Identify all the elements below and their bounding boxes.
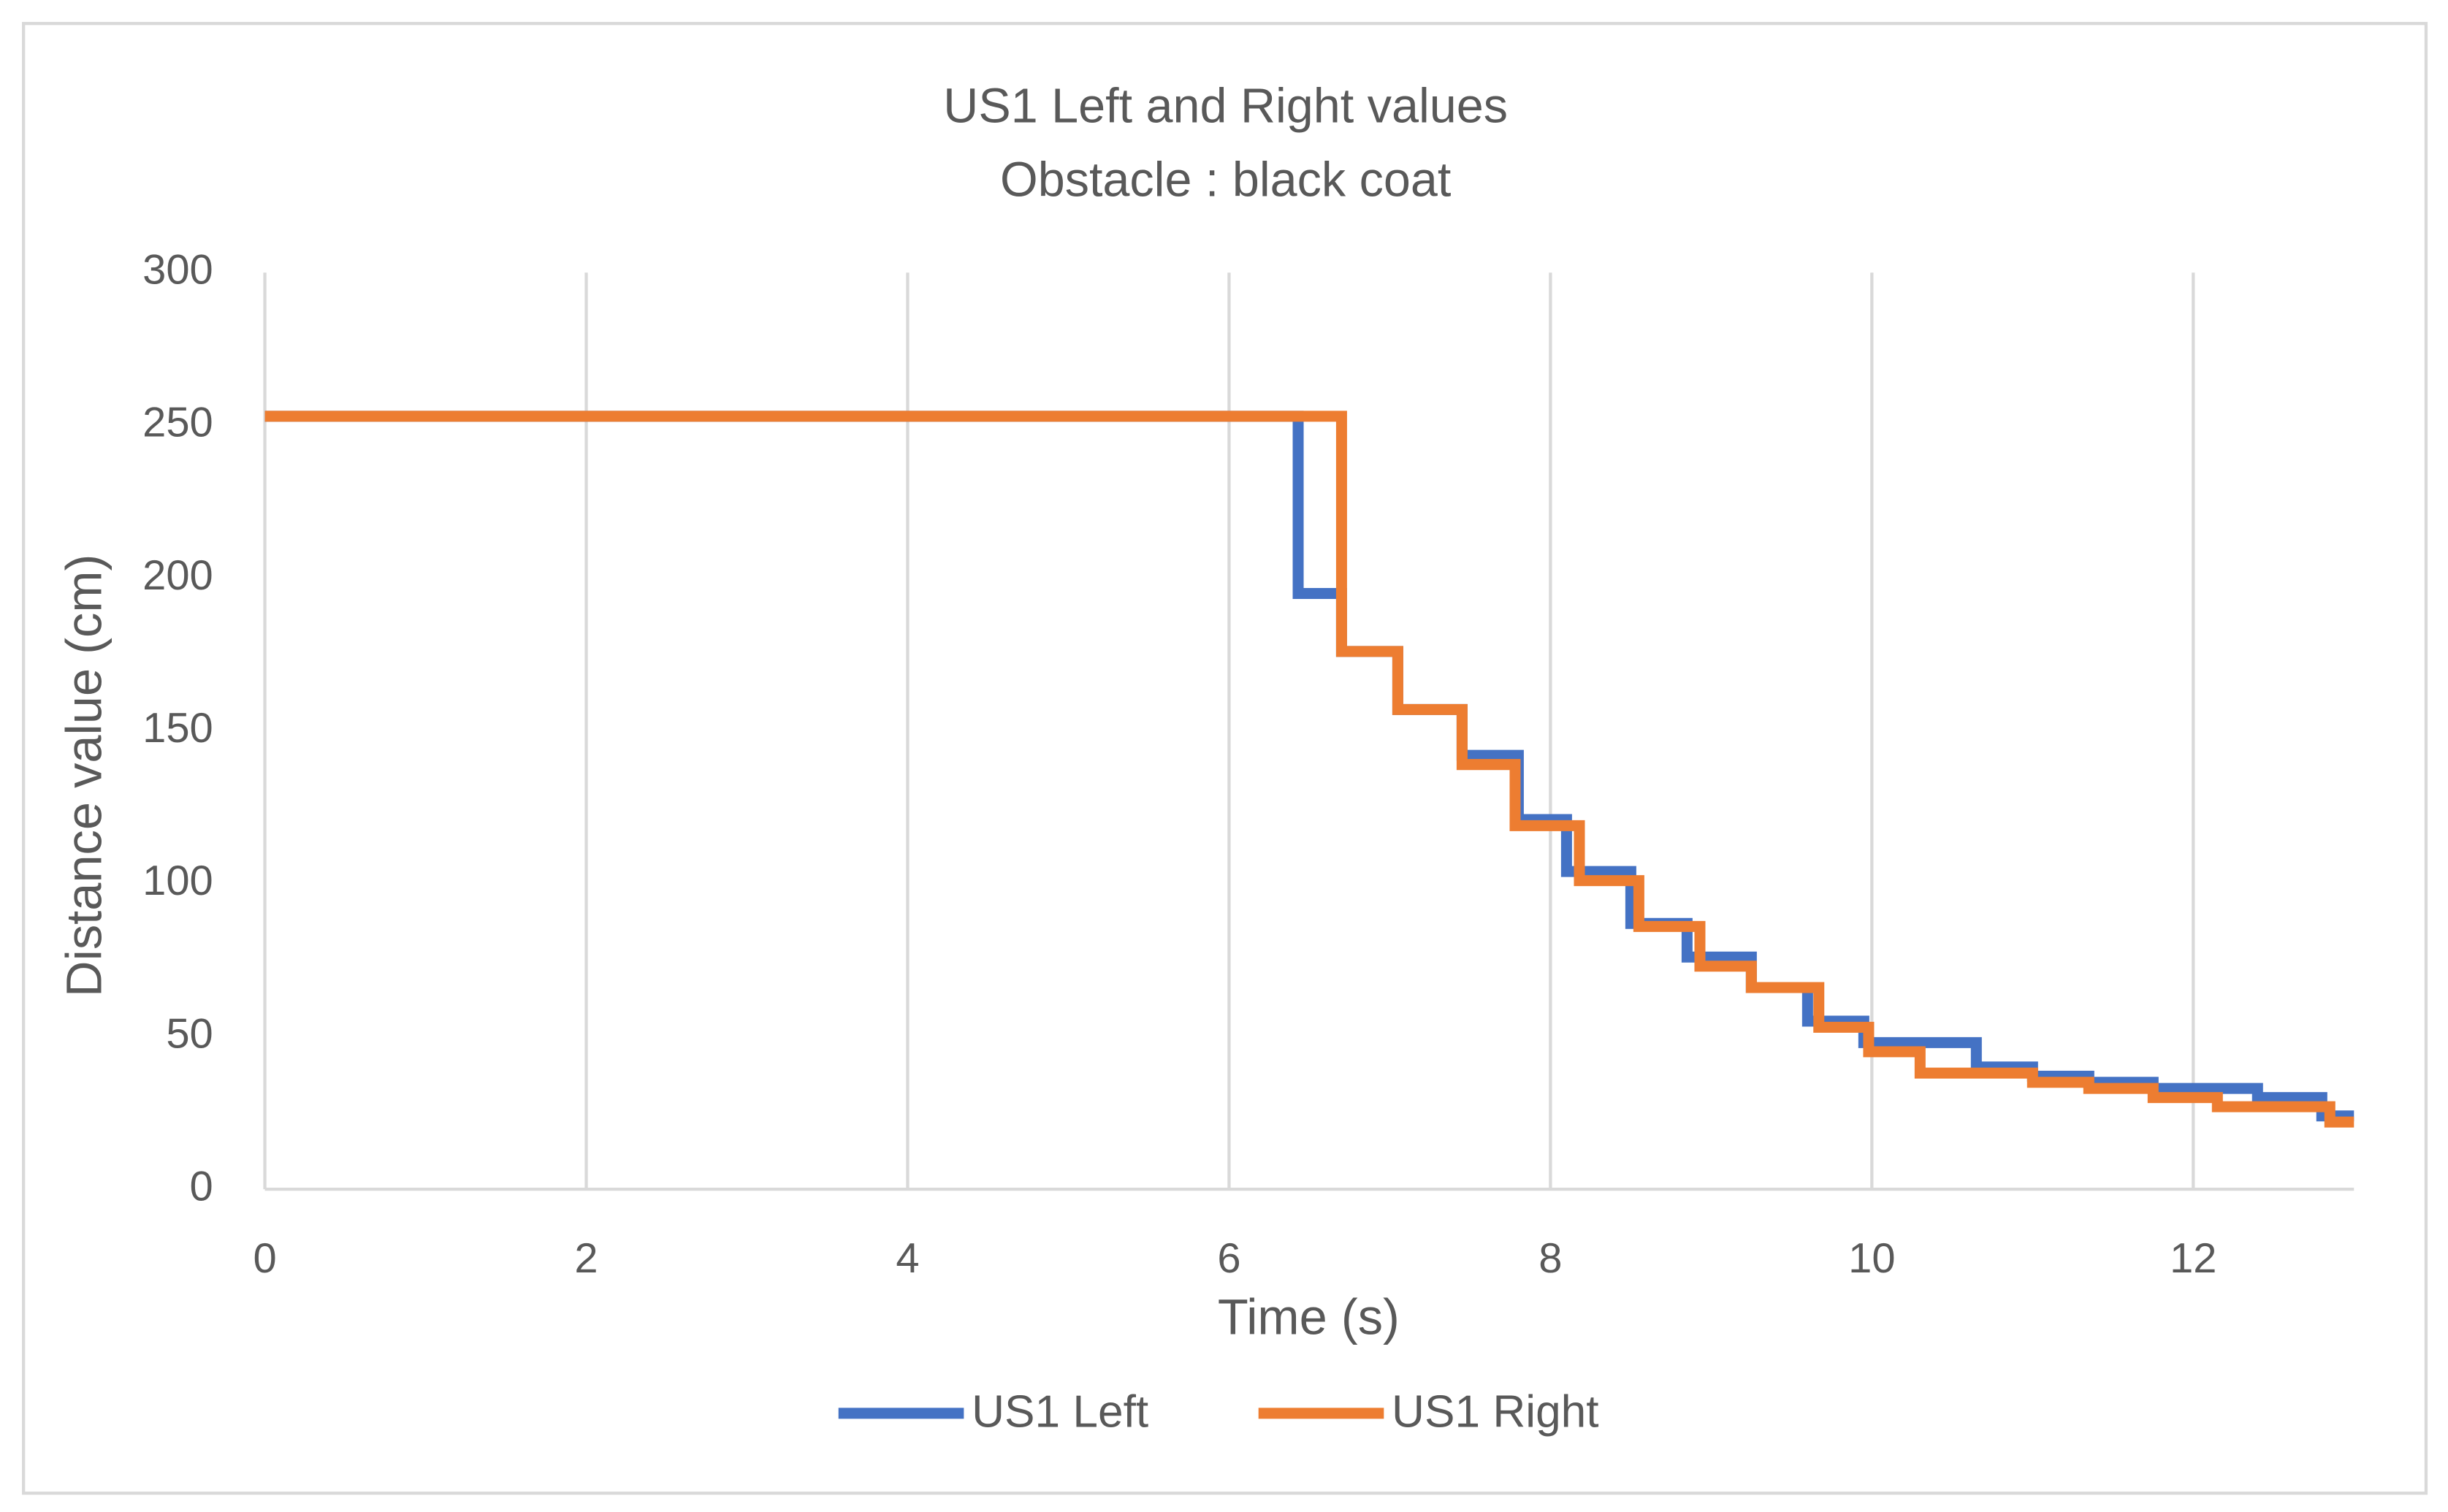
x-tick-label: 0 bbox=[253, 1235, 276, 1282]
y-tick-label: 300 bbox=[142, 247, 213, 294]
legend: US1 Left US1 Right bbox=[838, 1386, 1599, 1437]
y-tick-label: 0 bbox=[190, 1163, 213, 1210]
x-axis-label: Time (s) bbox=[1218, 1288, 1400, 1345]
chart-border bbox=[22, 22, 2428, 1495]
chart-subtitle: Obstacle : black coat bbox=[1000, 153, 1451, 207]
x-tick-label: 2 bbox=[574, 1235, 598, 1282]
y-axis-label: Distance value (cm) bbox=[56, 554, 112, 997]
legend-label: US1 Right bbox=[1392, 1386, 1599, 1437]
y-tick-label: 250 bbox=[142, 400, 213, 446]
series-line bbox=[264, 411, 2354, 1128]
x-tick-label: 12 bbox=[2170, 1235, 2216, 1282]
x-tick-label: 6 bbox=[1217, 1235, 1240, 1282]
chart-title: US1 Left and Right values bbox=[943, 80, 1508, 134]
y-tick-label: 100 bbox=[142, 858, 213, 904]
plot-area bbox=[264, 411, 2354, 1128]
y-tick-label: 150 bbox=[142, 705, 213, 752]
x-tick-label: 10 bbox=[1848, 1235, 1895, 1282]
x-tick-label: 8 bbox=[1538, 1235, 1562, 1282]
legend-label: US1 Left bbox=[972, 1386, 1148, 1437]
grid: 0 2 4 6 8 10 12 0 50 100 150 200 250 300 bbox=[142, 247, 2354, 1282]
y-tick-label: 200 bbox=[142, 552, 213, 599]
x-tick-label: 4 bbox=[896, 1235, 919, 1282]
y-tick-label: 50 bbox=[166, 1010, 213, 1057]
